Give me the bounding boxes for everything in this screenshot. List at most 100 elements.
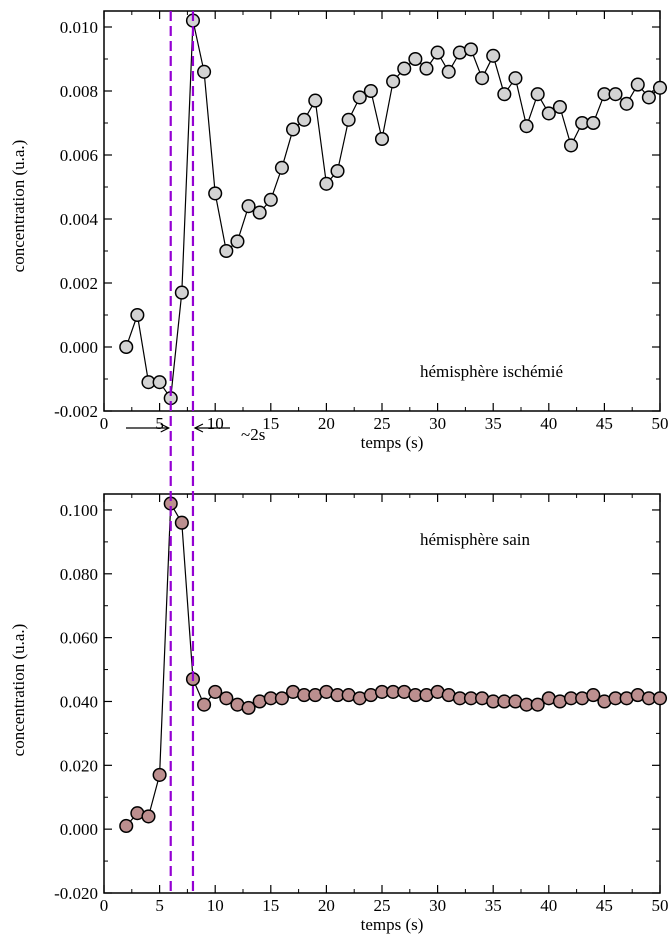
data-point — [519, 119, 534, 134]
data-point — [319, 176, 334, 191]
data-point — [352, 90, 367, 105]
data-point — [241, 199, 256, 214]
data-point — [486, 48, 501, 63]
x-tick-label: 5 — [155, 896, 164, 915]
data-point — [586, 688, 601, 703]
x-tick-label: 35 — [485, 896, 502, 915]
data-point — [152, 375, 167, 390]
data-point — [463, 42, 479, 57]
data-point — [297, 112, 312, 127]
data-point — [363, 83, 378, 99]
y-tick-label: 0.060 — [60, 629, 98, 648]
y-tick-label: 0.002 — [60, 274, 98, 293]
data-point — [397, 61, 412, 76]
data-point — [330, 163, 345, 179]
x-tick-label: 10 — [207, 896, 224, 915]
y-tick-label: 0.008 — [60, 82, 98, 101]
y-tick-label: 0.040 — [60, 692, 98, 711]
data-point — [530, 87, 545, 102]
data-point — [652, 691, 668, 706]
x-tick-label: 25 — [374, 414, 391, 433]
data-point — [374, 131, 390, 147]
y-axis-label: concentration (u.a.) — [9, 624, 28, 757]
data-point — [419, 61, 434, 76]
y-tick-label: 0.080 — [60, 565, 98, 584]
x-tick-label: 30 — [429, 896, 446, 915]
x-tick-label: 35 — [485, 414, 502, 433]
data-point — [563, 138, 579, 153]
data-point — [119, 339, 134, 355]
data-point — [219, 243, 234, 259]
data-point — [219, 691, 234, 706]
data-point — [508, 71, 523, 86]
y-tick-label: 0.000 — [60, 338, 98, 357]
data-point — [241, 700, 256, 715]
x-tick-label: 0 — [100, 896, 109, 915]
data-point — [208, 186, 223, 201]
data-point — [652, 80, 668, 95]
data-point — [341, 112, 356, 127]
series-line — [125, 501, 660, 827]
data-point — [619, 96, 634, 111]
data-point — [497, 87, 512, 102]
x-tick-label: 45 — [596, 896, 613, 915]
x-tick-label: 50 — [652, 896, 669, 915]
y-tick-label: -0.002 — [54, 402, 98, 421]
x-tick-label: 30 — [429, 414, 446, 433]
x-tick-label: 20 — [318, 414, 335, 433]
data-point — [208, 684, 223, 699]
panel-ischemic: 0 5 10 15 20 25 30 35 40 45 50 -0.002 0.000 0.002 0.00… — [9, 10, 669, 452]
x-tick-label: 15 — [262, 896, 279, 915]
data-point — [630, 77, 645, 92]
data-point — [141, 809, 156, 824]
x-tick-label: 45 — [596, 414, 613, 433]
data-point — [152, 767, 167, 782]
data-point — [308, 93, 323, 108]
panel-annotation: hémisphère ischémié — [420, 362, 563, 381]
data-point — [552, 99, 567, 115]
interval-label: ~2s — [241, 425, 265, 444]
x-tick-label: 40 — [540, 414, 557, 433]
x-tick-label: 20 — [318, 896, 335, 915]
plot-frame — [103, 10, 661, 412]
data-point — [475, 71, 490, 86]
panel-healthy: 0 5 10 15 20 25 30 35 40 45 50 -0.020 0.000 0.020 0.04… — [9, 493, 669, 934]
panel-annotation: hémisphère sain — [420, 530, 530, 549]
y-tick-label: -0.020 — [54, 884, 98, 903]
data-point — [430, 45, 445, 60]
data-point — [174, 515, 189, 530]
x-tick-label: 5 — [155, 414, 164, 433]
data-point — [641, 90, 656, 105]
data-point — [608, 87, 623, 102]
y-axis-label: concentration (u.a.) — [9, 140, 28, 273]
y-tick-label: 0.006 — [60, 146, 98, 165]
data-point — [274, 691, 289, 706]
data-point — [541, 106, 556, 121]
x-tick-label: 40 — [540, 896, 557, 915]
data-point — [252, 205, 267, 220]
x-axis-label: temps (s) — [361, 915, 424, 934]
data-point — [174, 285, 189, 300]
x-tick-label: 50 — [652, 414, 669, 433]
data-point — [586, 115, 601, 131]
x-tick-label: 0 — [100, 414, 109, 433]
data-point — [119, 818, 134, 834]
x-tick-label: 25 — [374, 896, 391, 915]
data-point — [386, 74, 401, 89]
data-point — [130, 307, 145, 323]
x-axis-label: temps (s) — [361, 433, 424, 452]
data-point — [285, 122, 301, 137]
data-point — [441, 64, 456, 79]
data-point — [274, 160, 289, 175]
arrow-right-head — [193, 423, 204, 433]
data-point — [197, 697, 212, 712]
data-point — [530, 697, 545, 712]
x-tick-label: 15 — [262, 414, 279, 433]
x-tick-label: 10 — [207, 414, 224, 433]
overlay: ~2s — [126, 11, 265, 893]
data-point — [230, 234, 245, 249]
y-tick-label: 0.100 — [60, 501, 98, 520]
y-tick-label: 0.020 — [60, 756, 98, 775]
data-point — [408, 51, 423, 67]
